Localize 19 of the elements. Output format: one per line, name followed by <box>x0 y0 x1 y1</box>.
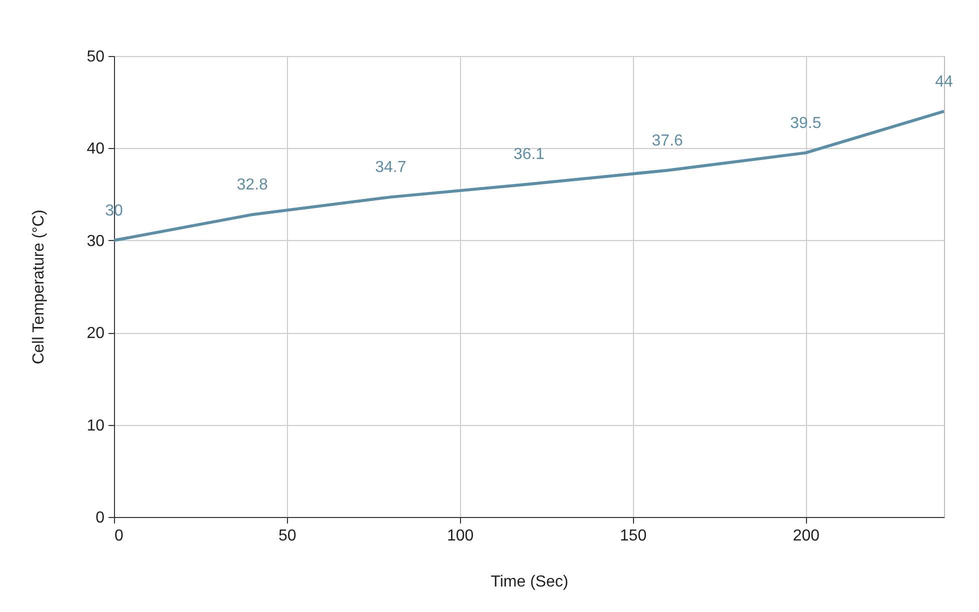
data-label: 36.1 <box>513 146 545 164</box>
data-label: 37.6 <box>652 132 684 150</box>
y-tick-label: 10 <box>86 417 105 434</box>
x-tick-label: 50 <box>278 528 296 544</box>
y-tick-label: 40 <box>86 140 105 158</box>
data-label: 39.5 <box>790 114 822 132</box>
x-axis-title: Time (Sec) <box>490 574 568 590</box>
data-label: 44 <box>935 73 953 90</box>
x-tick-label: 0 <box>114 528 124 544</box>
x-tick-label: 100 <box>446 528 474 544</box>
y-tick-label: 30 <box>86 232 105 250</box>
data-label: 34.7 <box>375 159 406 176</box>
y-tick-label: 20 <box>86 325 105 342</box>
data-label: 32.8 <box>236 176 268 194</box>
x-tick-label: 200 <box>792 528 820 544</box>
y-tick-label: 0 <box>96 510 105 526</box>
y-tick-label: 50 <box>86 48 105 66</box>
y-axis-title: Cell Temperature (°C) <box>30 210 48 364</box>
x-tick-label: 150 <box>620 528 647 544</box>
